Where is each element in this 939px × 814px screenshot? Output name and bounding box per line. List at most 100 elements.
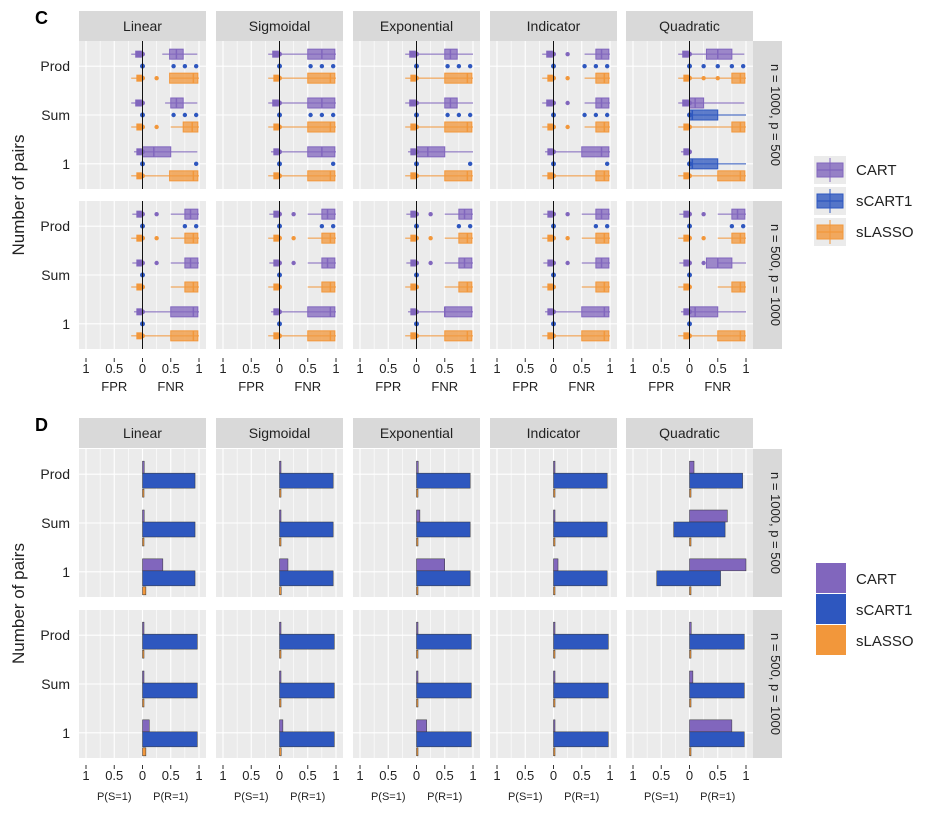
bar-sCART1 (416, 682, 472, 699)
box-CART (543, 208, 610, 220)
d-sublabel-right: P(R=1) (427, 791, 462, 803)
box (307, 170, 336, 182)
bar-sLASSO (689, 747, 692, 757)
legend-d: CART sCART1 sLASSO (816, 563, 914, 655)
box (595, 208, 610, 220)
box-sLASSO (268, 72, 336, 84)
d-tick-label: 0.5 (299, 768, 317, 783)
d-tick-label: 1 (356, 768, 363, 783)
bar-sCART1 (689, 633, 745, 650)
c-tick-label: 0.5 (709, 361, 727, 376)
legend-key-sCART1 (816, 594, 846, 624)
outlier (604, 161, 610, 167)
d-tick-label: 0.5 (105, 768, 123, 783)
box (595, 281, 610, 293)
box-CART (406, 257, 473, 269)
bar-CART (279, 621, 282, 635)
c-tick-label: 1 (332, 361, 339, 376)
d-tick-label: 1 (629, 768, 636, 783)
legend-c: CART sCART1 sLASSO (814, 156, 914, 246)
panel-c-letter: C (35, 8, 48, 28)
d-tick-label: 1 (219, 768, 226, 783)
box-CART (545, 146, 610, 158)
c-category-label: 1 (62, 316, 70, 332)
bar-sLASSO (689, 698, 692, 708)
box (170, 330, 199, 342)
outlier (182, 223, 188, 229)
outlier (582, 63, 587, 69)
box-CART (134, 306, 199, 318)
bar-CART (689, 621, 692, 635)
bar-sCART1 (553, 633, 609, 650)
outlier (604, 63, 610, 69)
d-tick-label: 0 (139, 768, 146, 783)
outlier (701, 260, 706, 266)
bar-sLASSO (689, 537, 692, 547)
bar-sCART1 (689, 682, 745, 699)
box (595, 170, 610, 182)
box (689, 306, 719, 318)
box-CART (679, 257, 746, 269)
c-tick-label: 0 (686, 361, 693, 376)
d-tick-label: 1 (493, 768, 500, 783)
outlier (715, 63, 720, 69)
box-sCART1 (687, 63, 746, 69)
c-tick-label: 0.5 (242, 361, 260, 376)
box-CART (131, 97, 198, 109)
bar-sCART1 (279, 633, 335, 650)
c-tick-label: 1 (606, 361, 613, 376)
outlier (154, 75, 159, 81)
bar-sCART1 (553, 521, 608, 538)
bar-sCART1 (553, 682, 609, 699)
bar-CART (279, 719, 284, 733)
box-sLASSO (131, 232, 199, 244)
box-sLASSO (131, 281, 199, 293)
box-CART (542, 48, 610, 60)
box-CART (132, 257, 199, 269)
d-sublabel-right: P(R=1) (153, 791, 188, 803)
d-tick-label: 0.5 (242, 768, 260, 783)
bar-sCART1 (553, 570, 608, 587)
outlier (445, 63, 450, 69)
box-sLASSO (405, 281, 473, 293)
bar-CART (553, 460, 556, 474)
box (321, 208, 336, 220)
c-sublabel-right: FNR (157, 379, 184, 394)
d-tick-label: 1 (606, 768, 613, 783)
box (169, 170, 199, 182)
c-strip-2 (353, 11, 480, 41)
outlier (467, 63, 473, 69)
outlier (193, 63, 199, 69)
d-tick-label: 0.5 (652, 768, 670, 783)
outlier (330, 223, 336, 229)
d-column-label: Indicator (527, 425, 581, 441)
box (458, 257, 473, 269)
box (705, 257, 733, 269)
c-tick-label: 0.5 (573, 361, 591, 376)
legend-label-CART: CART (856, 571, 897, 588)
d-category-label: Prod (40, 627, 70, 643)
bar-sCART1 (142, 521, 196, 538)
d-tick-label: 0 (276, 768, 283, 783)
outlier (319, 112, 325, 118)
bar-sCART1 (142, 682, 198, 699)
outlier (565, 260, 570, 266)
bar-CART (142, 719, 150, 733)
box (731, 121, 746, 133)
bar-sCART1 (279, 731, 335, 748)
outlier (428, 211, 433, 217)
d-strip-4 (626, 418, 753, 448)
d-strip-3 (490, 418, 617, 448)
outlier (467, 112, 473, 118)
box-sCART1 (140, 112, 199, 118)
outlier (330, 161, 336, 167)
box-CART (405, 48, 473, 60)
d-tick-label: 0.5 (436, 768, 454, 783)
bar-sCART1 (416, 570, 471, 587)
box (731, 72, 746, 84)
c-tick-label: 0.5 (105, 361, 123, 376)
box (307, 306, 336, 318)
box (142, 146, 172, 158)
bar-CART (279, 670, 282, 684)
box-CART (545, 306, 610, 318)
